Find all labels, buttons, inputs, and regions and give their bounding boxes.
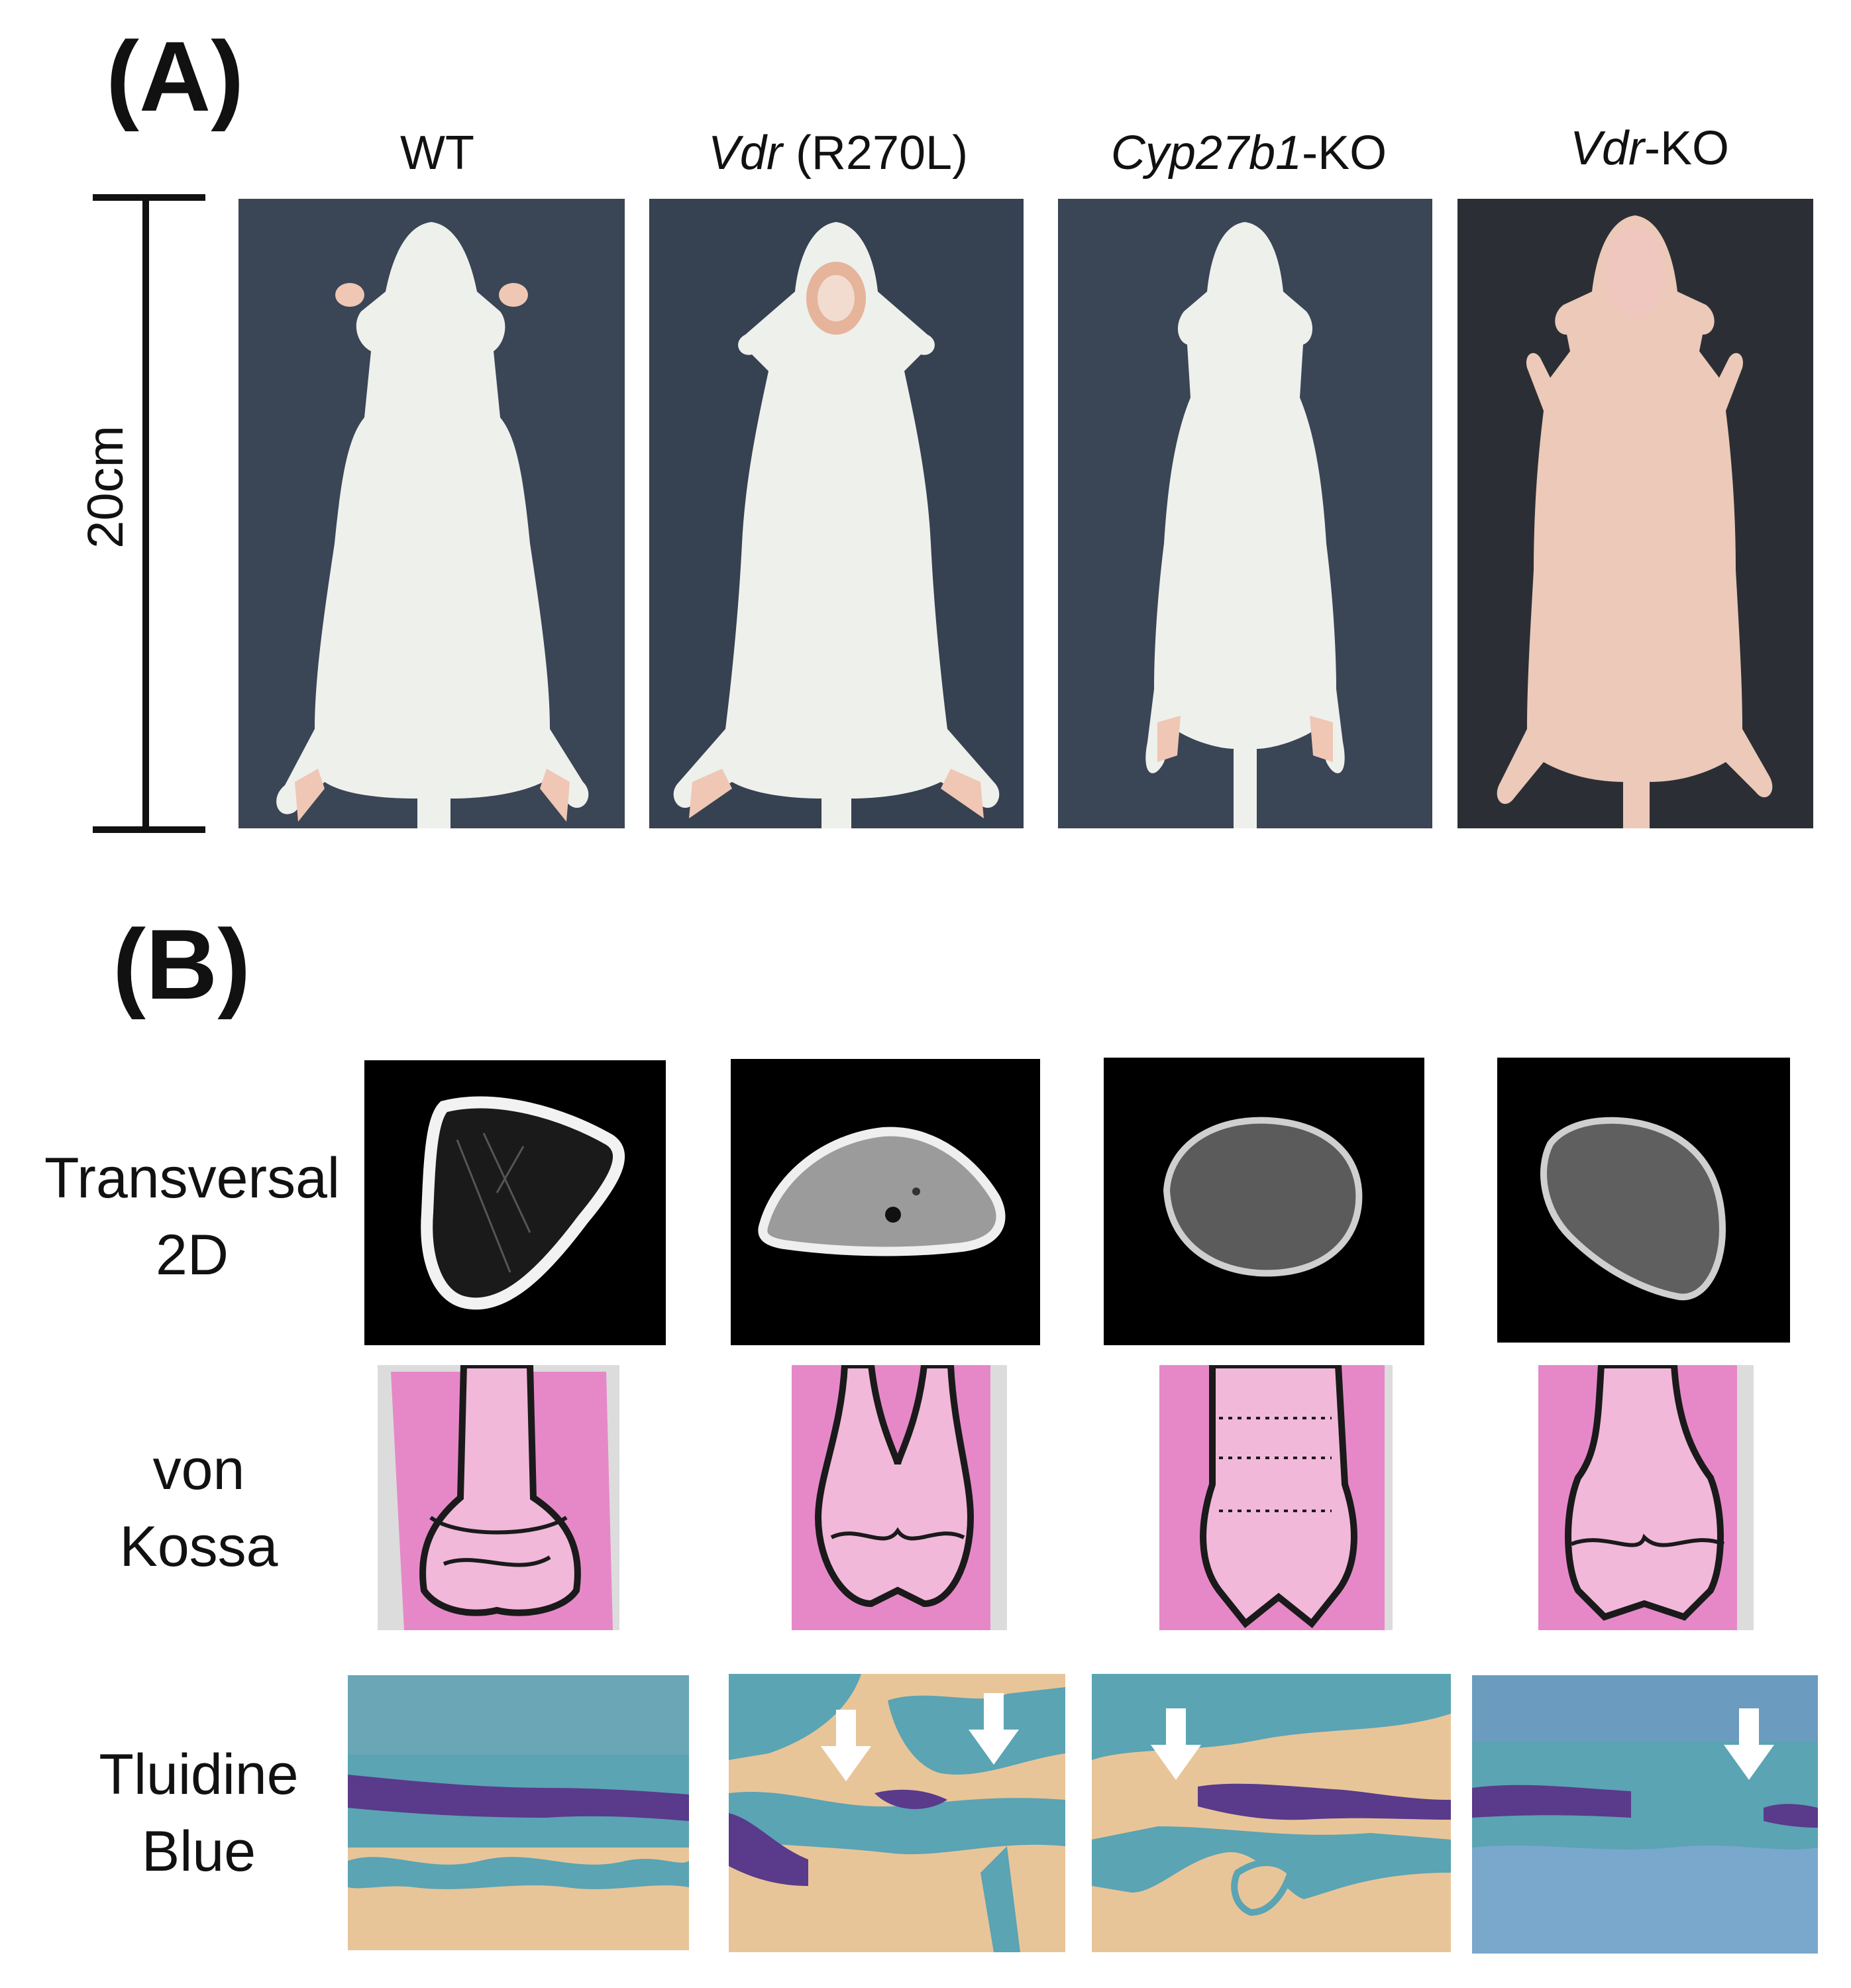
toluidine-blue-image-vdr-ko <box>1472 1675 1818 1954</box>
ct-image-wt <box>364 1060 666 1345</box>
row-label-tluidine-blue: Tluidine Blue <box>20 1736 378 1890</box>
von-kossa-image-wt <box>378 1365 619 1630</box>
arrow-down-icon <box>967 1693 1020 1766</box>
row-label-line: Blue <box>141 1820 256 1884</box>
rat-photo-wt <box>238 199 625 828</box>
rat-photo-vdr-ko <box>1457 199 1813 828</box>
column-label-italic: Vdr <box>708 127 782 180</box>
column-label-cyp27b1-ko: Cyp27b1-KO <box>1050 129 1448 177</box>
rat-photo-vdr-r270l <box>649 199 1024 828</box>
column-label-vdr-r270l: Vdr (R270L) <box>639 129 1037 177</box>
column-label-plain: -KO <box>1302 127 1387 180</box>
von-kossa-image-vdr-r270l <box>792 1365 1007 1630</box>
row-label-transversal-2d: Transversal 2D <box>13 1140 371 1294</box>
ct-image-cyp27b1-ko <box>1104 1058 1424 1345</box>
panel-b-label: (B) <box>113 909 251 1020</box>
toluidine-blue-image-wt <box>348 1675 689 1950</box>
row-label-line: 2D <box>156 1223 229 1288</box>
panel-a-label: (A) <box>106 21 244 132</box>
row-label-von-kossa: von Kossa <box>20 1431 378 1585</box>
column-label-vdr-ko: Vdr-KO <box>1451 125 1848 172</box>
column-label-plain: (R270L) <box>782 127 969 180</box>
column-label-wt: WT <box>238 129 636 177</box>
column-label-italic: Vdr <box>1569 122 1645 175</box>
von-kossa-image-cyp27b1-ko <box>1159 1365 1393 1630</box>
column-label-italic: Cyp27b1 <box>1110 127 1302 180</box>
column-label-plain: -KO <box>1644 122 1730 175</box>
arrow-down-icon <box>1722 1708 1775 1781</box>
row-label-line: Kossa <box>119 1515 278 1579</box>
arrow-down-icon <box>820 1710 873 1783</box>
arrow-down-icon <box>1149 1708 1202 1781</box>
ct-image-vdr-r270l <box>731 1059 1040 1345</box>
column-label-plain: WT <box>400 127 474 180</box>
row-label-line: Transversal <box>44 1146 341 1210</box>
toluidine-blue-image-cyp27b1-ko <box>1092 1674 1451 1952</box>
row-label-line: Tluidine <box>99 1743 299 1806</box>
von-kossa-image-vdr-ko <box>1538 1365 1754 1630</box>
scale-bar <box>93 192 205 835</box>
row-label-line: von <box>152 1438 245 1502</box>
ct-image-vdr-ko <box>1497 1058 1790 1343</box>
toluidine-blue-image-vdr-r270l <box>729 1674 1065 1952</box>
rat-photo-cyp27b1-ko <box>1058 199 1432 828</box>
scale-bar-label: 20cm <box>78 425 134 549</box>
